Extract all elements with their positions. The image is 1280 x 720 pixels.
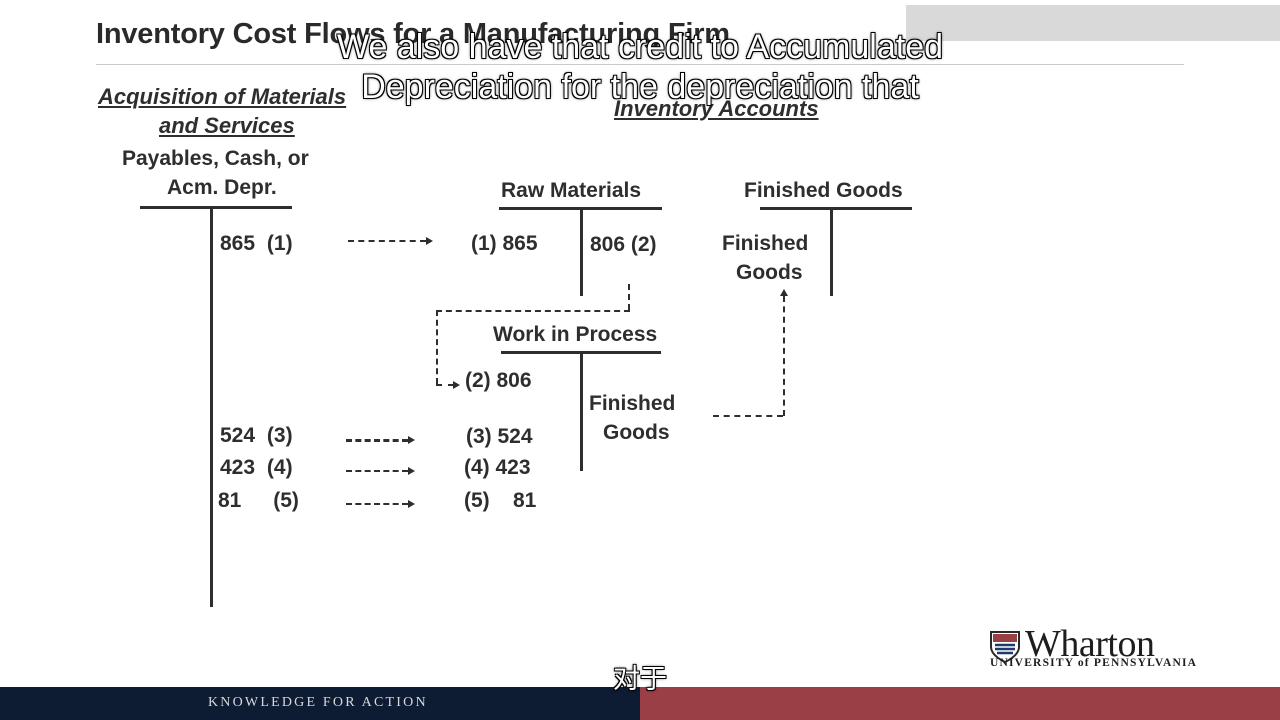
- flow-arrow-1-line: [348, 240, 426, 242]
- slide-title: Inventory Cost Flows for a Manufacturing…: [96, 18, 730, 50]
- rm-to-wip-drop: [436, 310, 438, 384]
- rm-to-wip-end: [436, 384, 454, 386]
- wip-credit-line2: Goods: [603, 421, 670, 444]
- finished-goods-debit-line2: Goods: [736, 261, 803, 284]
- payables-amount-3: 524: [220, 424, 256, 447]
- flow-arrow-3-line: [346, 439, 408, 442]
- wip-to-fg-up: [783, 296, 785, 416]
- caption-english-line1: We also have that credit to Accumulated: [336, 27, 944, 66]
- raw-materials-debit: (1) 865: [471, 232, 538, 255]
- payables-t-bar: [140, 206, 292, 209]
- finished-goods-t-stem: [830, 207, 833, 296]
- wharton-logo-sub: UNIVERSITY of PENNSYLVANIA: [990, 657, 1198, 669]
- wip-debit-4: (4) 423: [464, 456, 531, 479]
- wip-t-stem: [580, 351, 583, 471]
- header-overlay-box: [906, 5, 1280, 41]
- payables-amount-5: 81: [218, 489, 242, 512]
- payables-entry-1: 865 (1): [220, 232, 293, 256]
- footer-tagline: KNOWLEDGE FOR ACTION: [208, 695, 428, 710]
- raw-materials-label: Raw Materials: [501, 179, 642, 202]
- payables-t-stem: [210, 206, 213, 607]
- footer-left-band: [0, 687, 640, 720]
- inventory-heading: Inventory Accounts: [614, 96, 819, 121]
- payables-ref-3: (3): [266, 424, 293, 447]
- flow-arrow-4-line: [346, 470, 408, 472]
- caption-chinese: 对于: [613, 664, 667, 695]
- wharton-shield-icon: [990, 631, 1020, 663]
- wip-debit-3: (3) 524: [466, 425, 533, 448]
- acquisition-heading-line1: Acquisition of Materials: [98, 84, 347, 109]
- flow-arrow-5-line: [346, 503, 408, 505]
- wip-debit-2: (2) 806: [465, 369, 532, 392]
- payables-ref-4: (4): [266, 456, 293, 479]
- payables-ref-1: (1): [266, 232, 293, 255]
- wip-debit-5: (5) 81: [464, 489, 537, 512]
- payables-amount-4: 423: [220, 456, 256, 479]
- payables-label-line2: Acm. Depr.: [167, 176, 277, 199]
- rm-to-wip-head: [453, 381, 460, 389]
- flow-arrow-5-head: [408, 500, 415, 508]
- finished-goods-t-bar: [760, 207, 912, 210]
- wip-to-fg-head: [780, 289, 788, 296]
- flow-arrow-1-head: [426, 237, 433, 245]
- acquisition-heading-line2: and Services: [159, 113, 295, 138]
- payables-entry-3: 524 (3): [220, 424, 293, 448]
- wip-to-fg-across: [713, 415, 783, 417]
- title-divider: [96, 64, 1184, 65]
- payables-label-line1: Payables, Cash, or: [122, 147, 309, 170]
- payables-entry-5: 81 (5): [218, 489, 299, 513]
- wharton-logo-word: Wharton: [1025, 623, 1155, 665]
- raw-materials-t-stem: [580, 207, 583, 296]
- wip-credit-line1: Finished: [589, 392, 676, 415]
- payables-ref-5: (5): [273, 489, 299, 512]
- flow-arrow-3-head: [408, 436, 415, 444]
- wip-label: Work in Process: [493, 323, 658, 346]
- rm-to-wip-down: [628, 284, 630, 310]
- finished-goods-debit-line1: Finished: [722, 232, 809, 255]
- finished-goods-label: Finished Goods: [744, 179, 903, 202]
- rm-to-wip-across: [436, 310, 630, 312]
- payables-amount-1: 865: [220, 232, 256, 255]
- raw-materials-credit: 806 (2): [590, 233, 657, 256]
- caption-english-line2: Depreciation for the depreciation that: [361, 67, 920, 106]
- payables-entry-4: 423 (4): [220, 456, 293, 480]
- footer-right-band: [640, 687, 1280, 720]
- flow-arrow-4-head: [408, 467, 415, 475]
